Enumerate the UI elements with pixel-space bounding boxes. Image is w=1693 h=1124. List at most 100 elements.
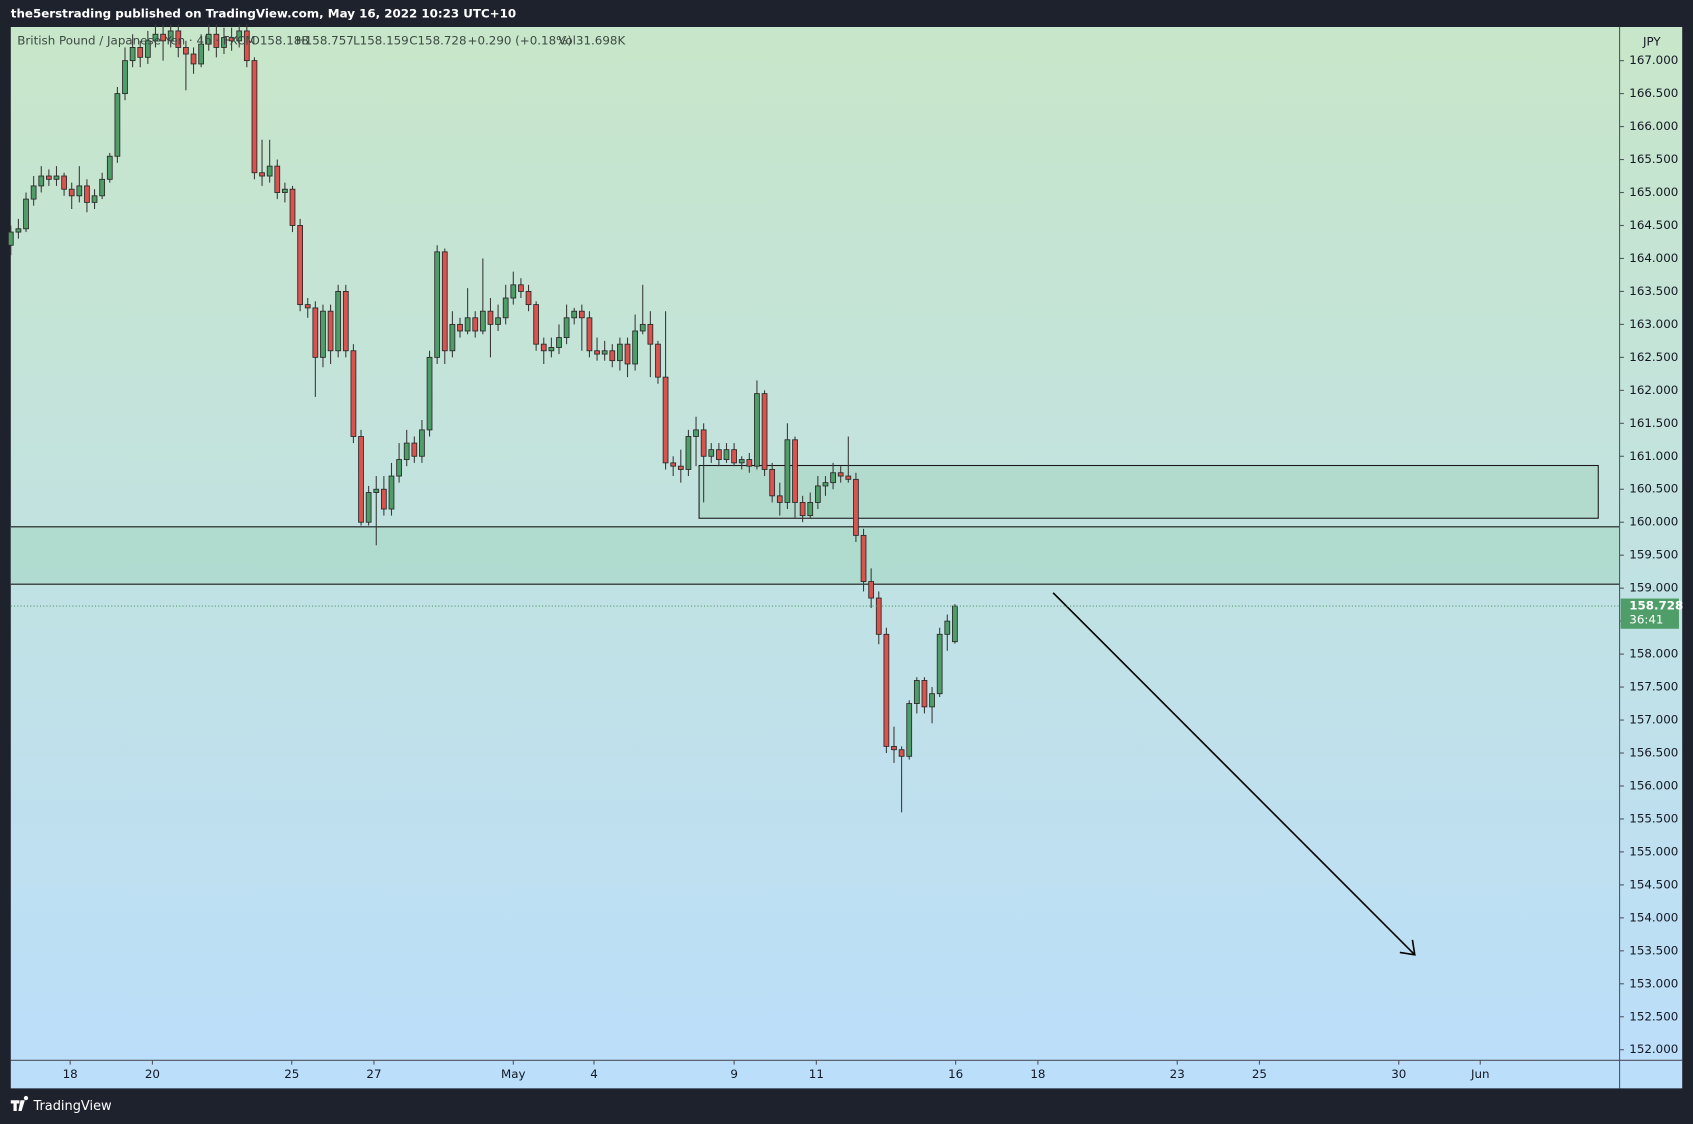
y-tick-label: 157.500 — [1629, 680, 1678, 694]
candle-body — [479, 310, 486, 332]
candle-body — [670, 462, 677, 467]
candle-body — [754, 393, 760, 467]
candle-body — [601, 350, 608, 355]
candle-body — [129, 47, 136, 62]
candle-body — [898, 749, 905, 757]
candle-body — [921, 680, 928, 708]
candle-body — [266, 165, 273, 177]
y-tick-label: 156.000 — [1629, 778, 1678, 792]
y-tick-label: 155.000 — [1629, 844, 1678, 858]
candle-body — [106, 155, 113, 180]
candle-body — [563, 317, 570, 339]
candle-body — [548, 347, 555, 352]
candle-body — [556, 337, 562, 348]
candle-body — [449, 323, 456, 352]
candle-body — [723, 449, 730, 461]
candle-body — [99, 178, 106, 197]
candle-body — [365, 492, 372, 523]
candle-body — [228, 37, 235, 42]
candle-body — [259, 172, 265, 177]
candle-body — [792, 439, 798, 503]
y-tick-label: 164.500 — [1629, 218, 1678, 232]
candle-body — [289, 188, 296, 226]
candle-body — [304, 304, 311, 309]
candle-body — [91, 195, 98, 203]
candle-body — [578, 310, 585, 319]
candle-body — [205, 33, 212, 45]
x-tick-label: 16 — [948, 1067, 963, 1081]
candle-body — [327, 310, 334, 352]
y-tick-label: 167.000 — [1629, 53, 1678, 67]
y-tick-label: 157.000 — [1629, 713, 1678, 727]
candle-body — [160, 33, 166, 42]
candle-body — [708, 449, 715, 457]
y-tick-label: 159.000 — [1629, 581, 1678, 595]
currency-label: JPY — [1642, 35, 1661, 49]
candle-body — [419, 429, 425, 457]
candle-body — [731, 449, 737, 464]
candle-body — [388, 475, 395, 510]
candle-body — [358, 436, 364, 523]
y-tick-label: 164.000 — [1629, 251, 1678, 265]
candle-body — [144, 40, 151, 58]
y-tick-label: 152.000 — [1629, 1042, 1678, 1056]
brand-logo — [10, 1095, 29, 1112]
candle-body — [76, 185, 83, 197]
candle-body — [716, 449, 722, 461]
symbol-title: British Pound / Japanese Yen · 4h · FXCM — [17, 34, 255, 48]
candle-body — [502, 297, 509, 319]
candle-body — [944, 620, 951, 635]
candle-body — [15, 228, 22, 233]
candle-body — [776, 495, 783, 503]
candle-body — [799, 501, 806, 517]
candle-body — [814, 485, 821, 503]
candle-body — [137, 47, 144, 58]
y-tick-label: 152.500 — [1629, 1009, 1678, 1023]
y-tick-label: 155.500 — [1629, 811, 1678, 825]
candle-body — [61, 175, 67, 190]
y-tick-label: 160.500 — [1629, 482, 1678, 496]
candle-body — [472, 317, 479, 332]
y-tick-label: 163.000 — [1629, 317, 1678, 331]
candle-body — [571, 310, 578, 319]
candle-body — [586, 317, 593, 352]
candle-body — [152, 33, 159, 42]
y-tick-label: 154.500 — [1629, 877, 1678, 891]
x-tick-label: 25 — [284, 1067, 299, 1081]
candle-body — [746, 459, 753, 467]
candle-body — [441, 251, 448, 352]
candle-body — [251, 60, 258, 174]
last-price-badge — [1620, 598, 1679, 629]
candle-body — [464, 317, 471, 332]
y-tick-label: 160.000 — [1629, 515, 1678, 529]
candle-body — [274, 165, 281, 193]
y-tick-label: 163.500 — [1629, 284, 1678, 298]
candle-body — [906, 703, 913, 757]
x-tick-label: 18 — [1030, 1067, 1045, 1081]
candle-body — [822, 482, 829, 487]
candle-body — [167, 30, 174, 42]
candle-body — [639, 323, 646, 332]
candle-body — [624, 343, 631, 365]
ohlc-change: +0.290 (+0.18%) — [468, 34, 573, 48]
candle-body — [807, 501, 814, 517]
publisher: the5erstrading published on TradingView.… — [11, 7, 516, 21]
last-price-label: 158.728 — [1629, 599, 1683, 613]
candle-body — [685, 436, 692, 470]
brand: TradingView — [32, 1099, 112, 1114]
candle-body — [837, 472, 844, 477]
ohlc-volume: Vol31.698K — [558, 34, 626, 48]
y-tick-label: 156.500 — [1629, 746, 1678, 760]
candle-body — [396, 459, 402, 477]
candle-body — [183, 47, 189, 55]
candle-body — [381, 488, 387, 510]
candle-body — [647, 323, 654, 345]
candle-body — [929, 693, 935, 708]
candle-body — [700, 429, 707, 457]
candle-body — [632, 330, 638, 365]
candle-body — [662, 376, 669, 464]
candle-body — [495, 317, 501, 325]
candle-body — [38, 175, 45, 187]
ohlc-close: C158.728 — [409, 34, 466, 48]
